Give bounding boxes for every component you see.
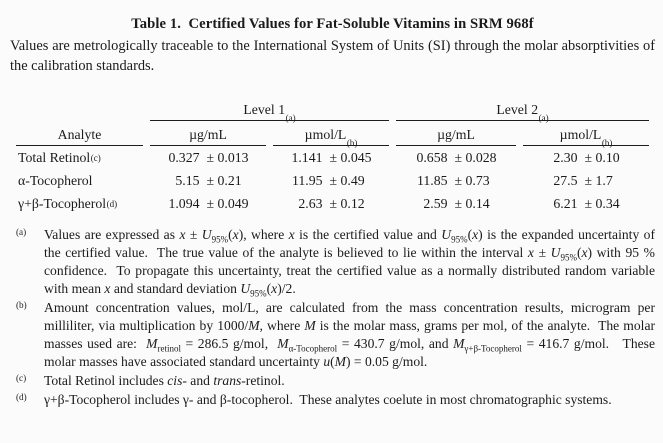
column-header-ugml-level2: µg/mL bbox=[396, 121, 516, 146]
column-group-label: Level 1 bbox=[243, 102, 286, 117]
column-header-umoll-level2: µmol/L (b) bbox=[523, 121, 649, 148]
document-page: Table 1. Certified Values for Fat-Solubl… bbox=[10, 16, 659, 409]
column-group-label: Level 2 bbox=[496, 102, 539, 117]
value-cell: 27.5 ± 1.7 bbox=[553, 172, 613, 188]
footnote-text: Amount concentration values, mol/L, are … bbox=[44, 300, 659, 369]
column-group-level2: Level 2 (a) bbox=[396, 97, 649, 123]
column-group-row: Level 1 (a) Level 2 (a) bbox=[16, 97, 655, 123]
footnote-text: γ+β-Tocopherol includes γ- and β-tocophe… bbox=[44, 392, 612, 407]
value-cell: 5.15 ± 0.21 bbox=[175, 172, 242, 188]
footnote-marker: (d) bbox=[16, 392, 27, 402]
table-row-total-retinol: Total Retinol (c) 0.327 ± 0.013 1.141 ± 0.0… bbox=[16, 146, 655, 169]
footnotes-section: (a) Values are expressed as x ± U95%(x),… bbox=[16, 226, 655, 409]
value-cell: 1.094 ± 0.049 bbox=[168, 195, 249, 211]
column-header-row: Analyte µg/mL µmol/L (b) µg/mL µmol/L (b) bbox=[16, 121, 655, 148]
value-cell: 0.658 ± 0.028 bbox=[416, 149, 497, 165]
value-cell: 6.21 ± 0.34 bbox=[553, 195, 620, 211]
value-cell: 2.30 ± 0.10 bbox=[553, 149, 620, 165]
footnote-marker: (a) bbox=[16, 227, 27, 237]
value-cell: 2.63 ± 0.12 bbox=[298, 195, 365, 211]
table-row-gamma-beta-tocopherol: γ+β-Tocopherol (d) 1.094 ± 0.049 2.63 ± 0.1… bbox=[16, 192, 655, 215]
table-title: Table 1. Certified Values for Fat-Solubl… bbox=[131, 16, 534, 32]
analyte-name: γ+β-Tocopherol (d) bbox=[18, 195, 118, 211]
analyte-name: α-Tocopherol bbox=[18, 172, 93, 188]
column-group-spacer bbox=[16, 97, 143, 120]
certified-values-table: Level 1 (a) Level 2 (a) Analyte µg/mL µmol… bbox=[16, 97, 655, 215]
value-cell: 1.141 ± 0.045 bbox=[291, 149, 372, 165]
column-group-level1: Level 1 (a) bbox=[150, 97, 389, 123]
footnote-marker: (c) bbox=[16, 373, 27, 383]
footnote-a: (a) Values are expressed as x ± U95%(x),… bbox=[16, 226, 655, 298]
footnote-b: (b) Amount concentration values, mol/L, … bbox=[16, 299, 655, 371]
value-cell: 11.85 ± 0.73 bbox=[416, 172, 490, 188]
footnote-marker: (b) bbox=[16, 300, 27, 310]
footnote-text: Total Retinol includes cis- and trans-re… bbox=[44, 373, 285, 388]
table-row-alpha-tocopherol: α-Tocopherol 5.15 ± 0.21 11.95 ± 0.49 11.8… bbox=[16, 169, 655, 192]
column-header-umoll-level1: µmol/L (b) bbox=[273, 121, 389, 148]
footnote-c: (c) Total Retinol includes cis- and tran… bbox=[16, 372, 655, 390]
column-header-analyte: Analyte bbox=[16, 121, 143, 146]
footnote-d: (d) γ+β-Tocopherol includes γ- and β-toc… bbox=[16, 391, 655, 409]
value-cell: 2.59 ± 0.14 bbox=[423, 195, 490, 211]
value-cell: 0.327 ± 0.013 bbox=[168, 149, 249, 165]
analyte-name: Total Retinol (c) bbox=[18, 149, 101, 165]
intro-text: Values are metrologically traceable to t… bbox=[10, 38, 659, 74]
footnote-text: Values are expressed as x ± U95%(x), whe… bbox=[44, 227, 659, 299]
value-cell: 11.95 ± 0.49 bbox=[291, 172, 365, 188]
column-header-ugml-level1: µg/mL bbox=[150, 121, 266, 146]
